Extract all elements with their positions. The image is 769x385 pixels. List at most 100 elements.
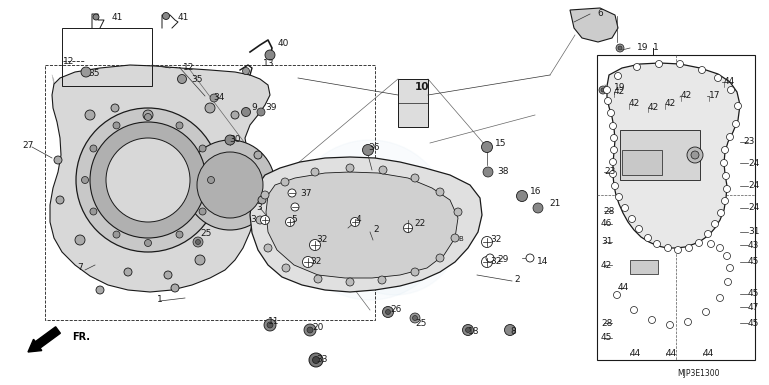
Text: 24: 24 [748,181,759,191]
Circle shape [231,111,239,119]
Circle shape [667,321,674,328]
Circle shape [614,291,621,298]
Circle shape [724,278,731,286]
Circle shape [113,122,120,129]
Text: 29: 29 [497,254,508,263]
Text: 12: 12 [183,62,195,72]
Text: 42: 42 [629,99,641,109]
Text: B: B [458,236,463,242]
Text: 32: 32 [316,236,328,244]
Circle shape [717,295,724,301]
Text: 6: 6 [597,10,603,18]
Text: 11: 11 [268,318,279,326]
Text: 32: 32 [490,236,501,244]
Polygon shape [266,172,458,278]
Circle shape [288,189,296,197]
Circle shape [264,319,276,331]
Circle shape [614,72,621,79]
Circle shape [436,254,444,262]
Circle shape [241,107,251,117]
Text: 45: 45 [748,318,759,328]
Circle shape [285,218,295,226]
Circle shape [199,208,206,215]
Circle shape [56,196,64,204]
Circle shape [664,244,671,251]
Circle shape [454,208,462,216]
Circle shape [145,239,151,246]
Circle shape [256,216,264,224]
Circle shape [404,224,412,233]
Text: 9: 9 [251,104,257,112]
Circle shape [195,239,201,244]
Circle shape [481,236,492,248]
Circle shape [162,12,169,20]
Text: 31: 31 [748,228,760,236]
Text: 46: 46 [601,219,612,229]
Circle shape [721,198,728,204]
Text: 34: 34 [213,94,225,102]
Circle shape [727,134,734,141]
Text: 20: 20 [312,323,324,333]
Circle shape [265,50,275,60]
Circle shape [210,94,218,102]
Circle shape [465,328,471,333]
Text: 47: 47 [748,303,759,311]
Text: 44: 44 [666,348,677,358]
Text: 25: 25 [200,229,211,238]
Circle shape [635,226,643,233]
Circle shape [628,216,635,223]
Circle shape [124,268,132,276]
Circle shape [733,121,740,127]
Polygon shape [570,8,618,42]
Circle shape [379,166,387,174]
Text: PARTS: PARTS [336,241,444,270]
Circle shape [307,327,313,333]
Circle shape [611,182,618,189]
Text: 10: 10 [415,82,430,92]
Circle shape [604,97,611,104]
Text: 44: 44 [618,283,629,293]
Circle shape [199,145,206,152]
Circle shape [451,234,459,242]
Circle shape [727,87,734,94]
Circle shape [193,237,203,247]
Text: 23: 23 [604,167,615,176]
Circle shape [225,135,235,145]
Circle shape [481,142,492,152]
Circle shape [309,353,323,367]
Circle shape [311,168,319,176]
Text: OEM: OEM [331,231,380,249]
Text: 25: 25 [415,318,426,328]
Text: 3: 3 [250,214,256,224]
Circle shape [81,67,91,77]
Circle shape [90,208,97,215]
Circle shape [164,271,172,279]
Text: 21: 21 [549,199,561,209]
Text: 41: 41 [178,13,189,22]
Text: 13: 13 [263,59,275,67]
Text: 24: 24 [748,159,759,167]
Text: 32: 32 [490,256,501,266]
Circle shape [261,216,269,224]
Text: 30: 30 [229,134,241,144]
Circle shape [258,196,266,204]
Circle shape [631,306,638,313]
Text: 45: 45 [748,290,759,298]
Text: 45: 45 [601,333,612,343]
Text: 38: 38 [497,167,508,176]
Circle shape [721,159,727,166]
Text: 44: 44 [703,348,714,358]
Circle shape [378,276,386,284]
Text: MJP3E1300: MJP3E1300 [677,370,720,378]
Text: 26: 26 [390,306,401,315]
Circle shape [526,254,534,262]
Circle shape [176,122,183,129]
Circle shape [698,67,705,74]
Circle shape [90,145,97,152]
Circle shape [611,134,618,142]
Text: 33: 33 [316,355,328,365]
Circle shape [382,306,394,318]
Circle shape [111,104,119,112]
Circle shape [695,239,703,246]
Circle shape [685,244,693,251]
